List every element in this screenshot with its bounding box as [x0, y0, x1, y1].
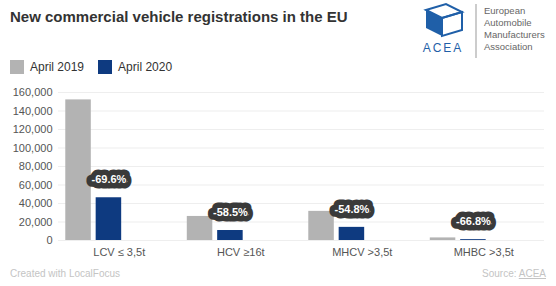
svg-text:60,000: 60,000	[19, 179, 53, 191]
svg-text:-54.8%: -54.8%	[334, 203, 369, 215]
svg-text:140,000: 140,000	[13, 105, 53, 117]
svg-text:European: European	[484, 5, 525, 16]
svg-text:MHBC >3,5t: MHBC >3,5t	[454, 246, 514, 258]
svg-text:Association: Association	[484, 41, 533, 52]
html-text:New commercial vehicle registr: New commercial vehicle registrations in …	[10, 8, 348, 25]
svg-text:-66.8%: -66.8%	[456, 215, 491, 227]
svg-text:0: 0	[46, 234, 52, 246]
svg-text:-58.5%: -58.5%	[213, 206, 248, 218]
html-text:Created with LocalFocus: Created with LocalFocus	[10, 268, 121, 279]
svg-text:Automobile: Automobile	[484, 17, 532, 28]
svg-text:100,000: 100,000	[13, 142, 53, 154]
svg-text:20,000: 20,000	[19, 216, 53, 228]
svg-text:HCV ≥16t: HCV ≥16t	[217, 246, 265, 258]
svg-text:LCV ≤ 3,5t: LCV ≤ 3,5t	[93, 246, 145, 258]
svg-text:160,000: 160,000	[13, 86, 53, 98]
html-text:Source: ACEA: Source: ACEA	[482, 268, 546, 279]
svg-text:MHCV >3,5t: MHCV >3,5t	[332, 246, 392, 258]
svg-text:ACEA: ACEA	[423, 41, 464, 55]
html-text:April 2020: April 2020	[118, 60, 173, 74]
svg-text:120,000: 120,000	[13, 123, 53, 135]
svg-text:80,000: 80,000	[19, 160, 53, 172]
html-text:April 2019: April 2019	[30, 60, 84, 74]
svg-text:-69.6%: -69.6%	[91, 173, 126, 185]
svg-text:Manufacturers: Manufacturers	[484, 29, 545, 40]
svg-text:40,000: 40,000	[19, 197, 53, 209]
